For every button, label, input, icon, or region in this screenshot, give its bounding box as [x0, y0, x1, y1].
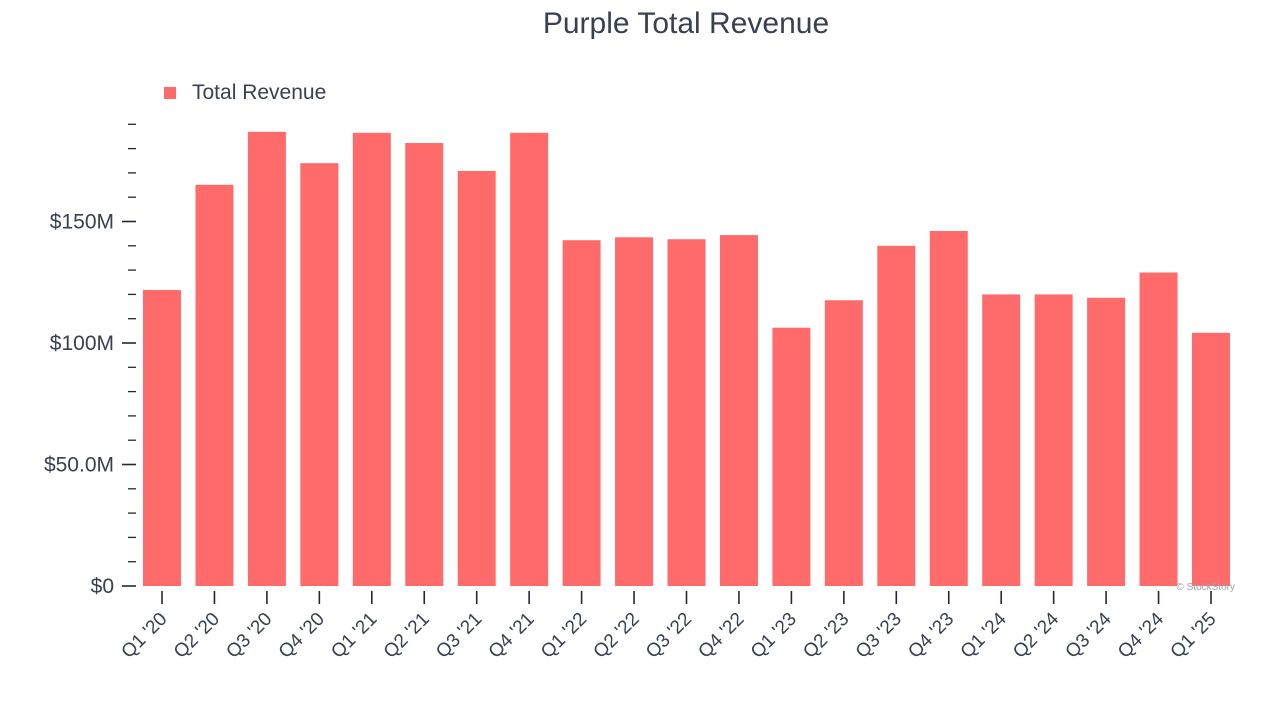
x-tick-label: Q3 '24	[1062, 608, 1116, 662]
bar-q2-20	[195, 184, 234, 586]
x-tick-label: Q1 '24	[957, 608, 1011, 662]
y-tick-label: $50.0M	[44, 454, 114, 477]
bar-q4-23	[929, 230, 968, 587]
x-tick-label: Q4 '23	[904, 609, 958, 663]
x-tick-label: Q4 '24	[1114, 608, 1168, 662]
bar-q1-20	[143, 290, 181, 586]
bar-q1-25	[1192, 332, 1230, 586]
x-tick-label: Q2 '22	[590, 609, 644, 663]
bar-q2-22	[615, 237, 654, 587]
y-tick-label: $0	[91, 575, 114, 598]
y-axis: $0 $50.0M $100M $150M	[44, 123, 136, 598]
x-tick-label: Q1 '23	[747, 609, 801, 663]
x-tick-label: Q1 '22	[537, 609, 591, 663]
bar-q1-21	[352, 132, 391, 587]
bar-q3-24	[1087, 297, 1126, 586]
bars	[143, 131, 1230, 587]
legend-label: Total Revenue	[192, 81, 326, 104]
bar-q2-23	[824, 300, 863, 586]
bar-q3-21	[457, 170, 496, 586]
x-tick-label: Q1 '25	[1167, 609, 1221, 663]
bar-q3-22	[667, 239, 706, 587]
bar-q3-20	[247, 131, 286, 586]
legend-swatch	[164, 87, 176, 99]
x-tick-label: Q3 '20	[222, 609, 276, 663]
bar-q4-21	[510, 132, 549, 587]
x-tick-label: Q4 '20	[275, 609, 329, 663]
x-tick-label: Q4 '21	[485, 609, 539, 663]
bar-q4-24	[1139, 272, 1178, 586]
bar-q2-24	[1034, 294, 1073, 586]
bar-q1-22	[562, 240, 601, 586]
y-tick-label: $150M	[50, 211, 114, 234]
x-tick-label: Q1 '20	[118, 609, 172, 663]
x-tick-label: Q3 '23	[852, 609, 906, 663]
x-tick-label: Q2 '24	[1009, 608, 1063, 662]
bar-q1-23	[772, 327, 811, 586]
x-tick-label: Q2 '23	[799, 609, 853, 663]
legend: Total Revenue	[164, 81, 326, 104]
bar-q4-22	[719, 235, 758, 587]
x-tick-label: Q2 '20	[170, 609, 224, 663]
x-tick-label: Q4 '22	[694, 609, 748, 663]
bar-q3-23	[877, 245, 916, 587]
watermark: © StockStory	[1177, 582, 1236, 593]
x-tick-label: Q1 '21	[327, 609, 381, 663]
bar-q2-21	[405, 143, 444, 586]
bar-q4-20	[300, 163, 339, 586]
chart-title: Purple Total Revenue	[543, 7, 829, 40]
x-tick-label: Q3 '22	[642, 609, 696, 663]
x-tick-label: Q2 '21	[380, 609, 434, 663]
bar-q1-24	[982, 294, 1021, 586]
y-tick-label: $100M	[50, 332, 114, 355]
x-tick-label: Q3 '21	[432, 609, 486, 663]
